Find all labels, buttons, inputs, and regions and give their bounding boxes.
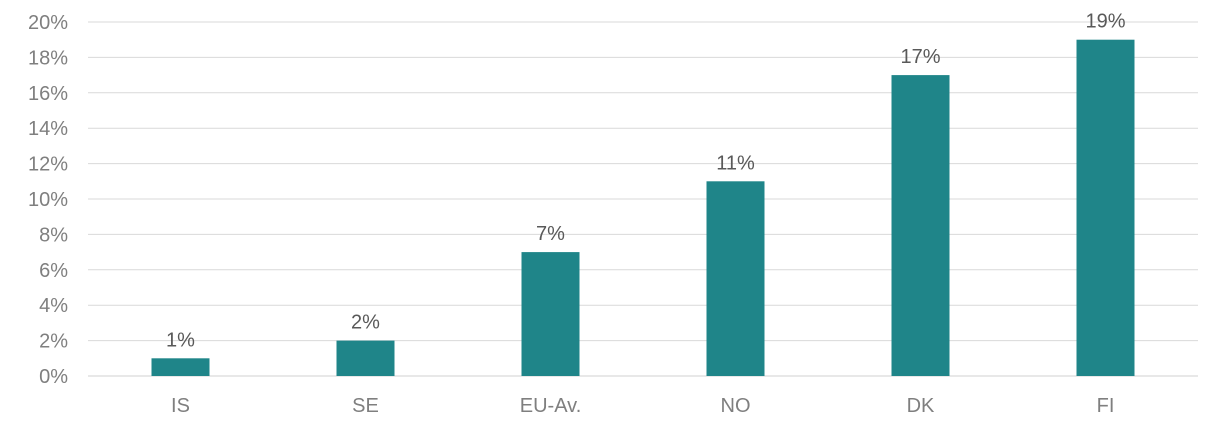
y-tick-label: 8%: [39, 224, 68, 246]
gridlines: [88, 21, 1198, 377]
x-tick-label: EU-Av.: [520, 395, 582, 417]
data-labels: 1% 2% 7% 11% 17% 19%: [166, 11, 1126, 352]
y-tick-label: 18%: [28, 47, 68, 69]
y-tick-label: 6%: [39, 260, 68, 282]
y-tick-label: 14%: [28, 118, 68, 140]
data-label: 1%: [166, 329, 195, 351]
x-tick-label: SE: [352, 395, 379, 417]
bar-is: [151, 358, 210, 376]
data-label: 7%: [536, 223, 565, 245]
x-tick-label: FI: [1097, 395, 1115, 417]
data-label: 2%: [351, 312, 380, 334]
y-axis-tick-labels: 0% 2% 4% 6% 8% 10% 12% 14% 16% 18% 20%: [28, 12, 68, 388]
data-label: 19%: [1085, 11, 1125, 33]
data-label: 17%: [900, 46, 940, 68]
x-tick-label: NO: [721, 395, 751, 417]
bar-se: [336, 340, 395, 376]
y-tick-label: 10%: [28, 189, 68, 211]
bar-dk: [891, 75, 950, 376]
bar-fi: [1076, 39, 1135, 376]
x-tick-label: DK: [907, 395, 935, 417]
y-tick-label: 4%: [39, 295, 68, 317]
y-tick-label: 12%: [28, 154, 68, 176]
x-tick-label: IS: [171, 395, 190, 417]
bar-no: [706, 181, 765, 376]
bar-eu-av: [521, 252, 580, 376]
y-tick-label: 16%: [28, 83, 68, 105]
y-tick-label: 2%: [39, 331, 68, 353]
y-tick-label: 20%: [28, 12, 68, 34]
x-axis-category-labels: IS SE EU-Av. NO DK FI: [171, 395, 1114, 417]
y-tick-label: 0%: [39, 366, 68, 388]
bars: [151, 39, 1135, 376]
data-label: 11%: [716, 152, 755, 174]
